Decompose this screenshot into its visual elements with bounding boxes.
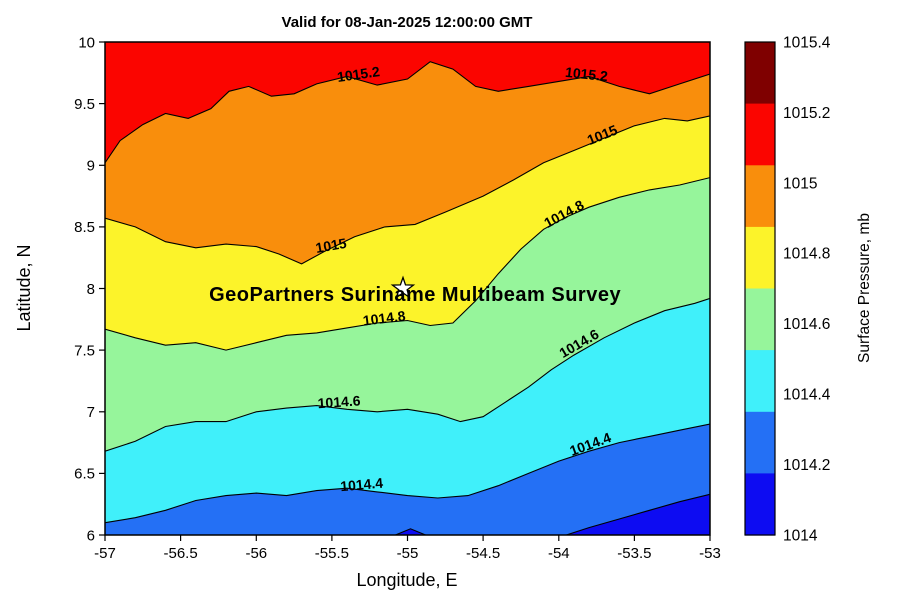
contour-line-1014.2 [395,528,426,535]
x-tick-label: -56.5 [163,545,197,562]
y-tick-label: 8.5 [74,219,95,236]
colorbar-tick-label: 1015.2 [783,105,830,122]
contour-line-1015.2 [105,61,710,164]
colorbar-band [745,288,775,351]
chart-title: Valid for 08-Jan-2025 12:00:00 GMT [282,14,533,31]
contour-label: 1014.4 [340,475,384,495]
y-tick-label: 10 [78,34,95,51]
x-tick-label: -55.5 [315,545,349,562]
colorbar-tick-label: 1014.2 [783,457,830,474]
y-tick-label: 7 [87,404,95,421]
colorbar-tick-label: 1014.6 [783,316,830,333]
contour-label: 1015 [314,235,348,256]
contour-level-labels: 1015.2 1015.2101510151014.81014.81014.610… [314,63,620,494]
contour-label: 1014.8 [362,307,407,328]
x-tick-label: -53 [699,545,721,562]
y-axis-ticks: 6 6.5 7 7.5 8 8.5 9 9.5 10 [74,34,105,544]
y-tick-label: 6 [87,527,95,544]
colorbar-tick-label: 1014 [783,527,818,544]
survey-annotation: GeoPartners Suriname Multibeam Survey [209,284,621,306]
x-tick-label: -57 [94,545,116,562]
contour-band-below-1014.2 [566,494,710,535]
x-tick-label: -54 [548,545,570,562]
colorbar-tick-labels: 1015.4 1015.2 1015 1014.8 1014.6 1014.4 1014.2… [783,34,831,544]
y-tick-label: 6.5 [74,466,95,483]
contour-line-1014.4 [105,423,710,524]
colorbar-band [745,473,775,536]
colorbar-band [745,411,775,474]
survey-star-marker [390,275,416,300]
colorbar-frame [744,41,776,536]
contour-line-1014.2 [566,493,710,535]
colorbar-tick-label: 1014.8 [783,246,830,263]
contour-band-below-1014.2 [395,528,426,535]
contour-label: 1014.6 [317,392,361,411]
x-tick-label: -55 [397,545,419,562]
colorbar-band [745,165,775,228]
contour-label: 1015.2 [564,64,608,84]
colorbar-band [745,42,775,105]
colorbar-tick-label: 1015 [783,175,817,192]
y-axis-label: Latitude, N [14,244,34,331]
colorbar-band [745,226,775,290]
contour-line-1014.6 [105,297,710,452]
x-axis-ticks: -57 -56.5 -56 -55.5 -55 -54.5 -54 -53.5 -53 [94,535,721,562]
x-tick-label: -53.5 [617,545,651,562]
colorbar-tick-label: 1014.4 [783,387,831,404]
contour-line-1015 [105,115,710,265]
x-tick-label: -56 [245,545,267,562]
y-tick-label: 9.5 [74,96,95,113]
y-tick-label: 7.5 [74,342,95,359]
colorbar-band [745,350,775,413]
contour-band-below-1014.4 [105,424,710,535]
y-tick-label: 8 [87,281,95,298]
colorbar-bands [745,42,775,536]
x-axis-label: Longitude, E [356,570,457,590]
y-tick-label: 9 [87,158,95,175]
colorbar-tick-label: 1015.4 [783,34,831,51]
colorbar-label: Surface Pressure, mb [856,213,873,363]
contour-line-1014.8 [105,177,710,351]
x-tick-label: -54.5 [466,545,500,562]
contour-lines [105,61,710,535]
contour-label: 1015.2 [336,63,381,85]
colorbar-band [745,103,775,166]
